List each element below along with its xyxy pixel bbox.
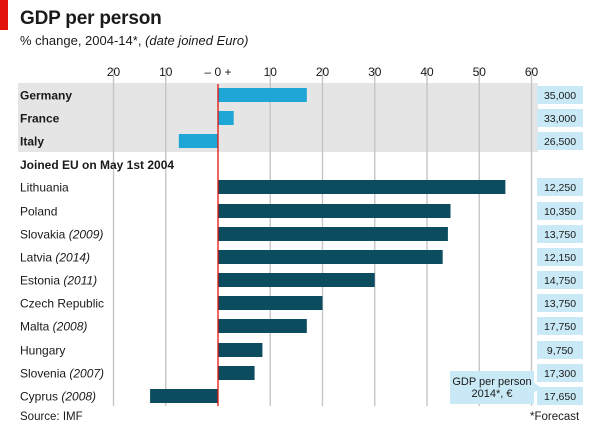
forecast-footnote: *Forecast (530, 411, 580, 423)
country-label: Estonia (2011) (20, 274, 97, 288)
bar (218, 111, 234, 125)
gdp-value-box (537, 109, 583, 127)
gdp-value: 17,300 (544, 368, 576, 380)
country-label: France (20, 112, 60, 126)
x-tick-label: 20 (107, 65, 121, 79)
country-name: Cyprus (20, 390, 58, 404)
x-tick-label: 50 (473, 65, 487, 79)
gdp-value: 13,750 (544, 229, 576, 241)
country-name: Hungary (20, 344, 65, 358)
join-year: (2014) (52, 251, 90, 265)
country-label: Italy (20, 135, 44, 149)
bar (218, 343, 263, 357)
bar (218, 296, 323, 310)
x-tick-label: 10 (264, 65, 278, 79)
gdp-value-box (537, 178, 583, 196)
country-name: Latvia (20, 251, 52, 265)
country-label: Germany (20, 89, 72, 103)
gdp-value: 33,000 (544, 113, 576, 125)
gdp-column-label-pointer (533, 382, 541, 393)
country-name: Germany (20, 89, 72, 103)
gdp-value: 14,750 (544, 275, 576, 287)
chart-subtitle: % change, 2004-14*, (date joined Euro) (20, 33, 248, 48)
gdp-value: 13,750 (544, 298, 576, 310)
source-note: Source: IMF (20, 411, 83, 423)
x-tick-label: 10 (159, 65, 173, 79)
country-name: Malta (20, 320, 50, 334)
join-year: (2007) (66, 367, 104, 381)
country-label: Cyprus (2008) (20, 390, 96, 404)
bar (178, 134, 218, 148)
brand-mark (0, 0, 8, 30)
join-year: (2008) (49, 320, 87, 334)
join-year: (2009) (65, 228, 103, 242)
country-name: Lithuania (20, 181, 69, 195)
country-name: Italy (20, 135, 44, 149)
bar (218, 204, 451, 218)
country-label: Lithuania (20, 181, 69, 195)
bar (218, 366, 255, 380)
country-name: Slovakia (20, 228, 66, 242)
country-name: Slovenia (20, 367, 66, 381)
gdp-value-box (537, 248, 583, 266)
gdp-value-box (537, 341, 583, 359)
bar (218, 250, 443, 264)
country-label: Hungary (20, 344, 65, 358)
join-year: (2008) (58, 390, 96, 404)
bar (218, 227, 448, 241)
chart-title: GDP per person (20, 8, 162, 29)
join-year: (2011) (60, 274, 97, 288)
x-tick-label: 60 (525, 65, 539, 79)
bar (218, 88, 307, 102)
gdp-value: 17,750 (544, 321, 576, 333)
gdp-value-box (537, 225, 583, 243)
gdp-value-box (537, 364, 583, 382)
country-label: Malta (2008) (20, 320, 87, 334)
section-label: Joined EU on May 1st 2004 (20, 158, 174, 172)
gdp-value: 12,150 (544, 252, 576, 264)
gdp-value-box (537, 202, 583, 220)
country-label: Slovakia (2009) (20, 228, 103, 242)
country-label: Latvia (2014) (20, 251, 90, 265)
gdp-value: 35,000 (544, 90, 576, 102)
gdp-column-label: GDP per person (452, 376, 531, 388)
country-name: Estonia (20, 274, 60, 288)
gdp-value-box (537, 86, 583, 104)
gdp-value: 9,750 (547, 345, 573, 357)
gdp-value: 17,650 (544, 391, 576, 403)
gdp-value-box (537, 271, 583, 289)
country-label: Slovenia (2007) (20, 367, 104, 381)
x-tick-label: – 0 + (204, 65, 231, 79)
x-tick-label: 30 (368, 65, 382, 79)
x-tick-label: 40 (420, 65, 434, 79)
gdp-value: 10,350 (544, 206, 576, 218)
gdp-value-box (537, 387, 583, 405)
gdp-column-label-box (450, 371, 534, 404)
country-label: Czech Republic (20, 297, 104, 311)
gdp-value: 12,250 (544, 182, 576, 194)
gdp-value: 26,500 (544, 136, 576, 148)
x-tick-label: 20 (316, 65, 330, 79)
country-name: Poland (20, 205, 57, 219)
bar (218, 319, 307, 333)
bar (218, 273, 375, 287)
country-name: Czech Republic (20, 297, 104, 311)
gdp-column-label: 2014*, € (472, 388, 513, 400)
country-name: France (20, 112, 60, 126)
gdp-value-box (537, 294, 583, 312)
bar (218, 180, 506, 194)
subtitle-note: (date joined Euro) (145, 33, 249, 48)
subtitle-text: % change, 2004-14*, (20, 33, 142, 48)
bar (150, 389, 218, 403)
gdp-value-box (537, 132, 583, 150)
gdp-value-box (537, 317, 583, 335)
country-label: Poland (20, 205, 57, 219)
